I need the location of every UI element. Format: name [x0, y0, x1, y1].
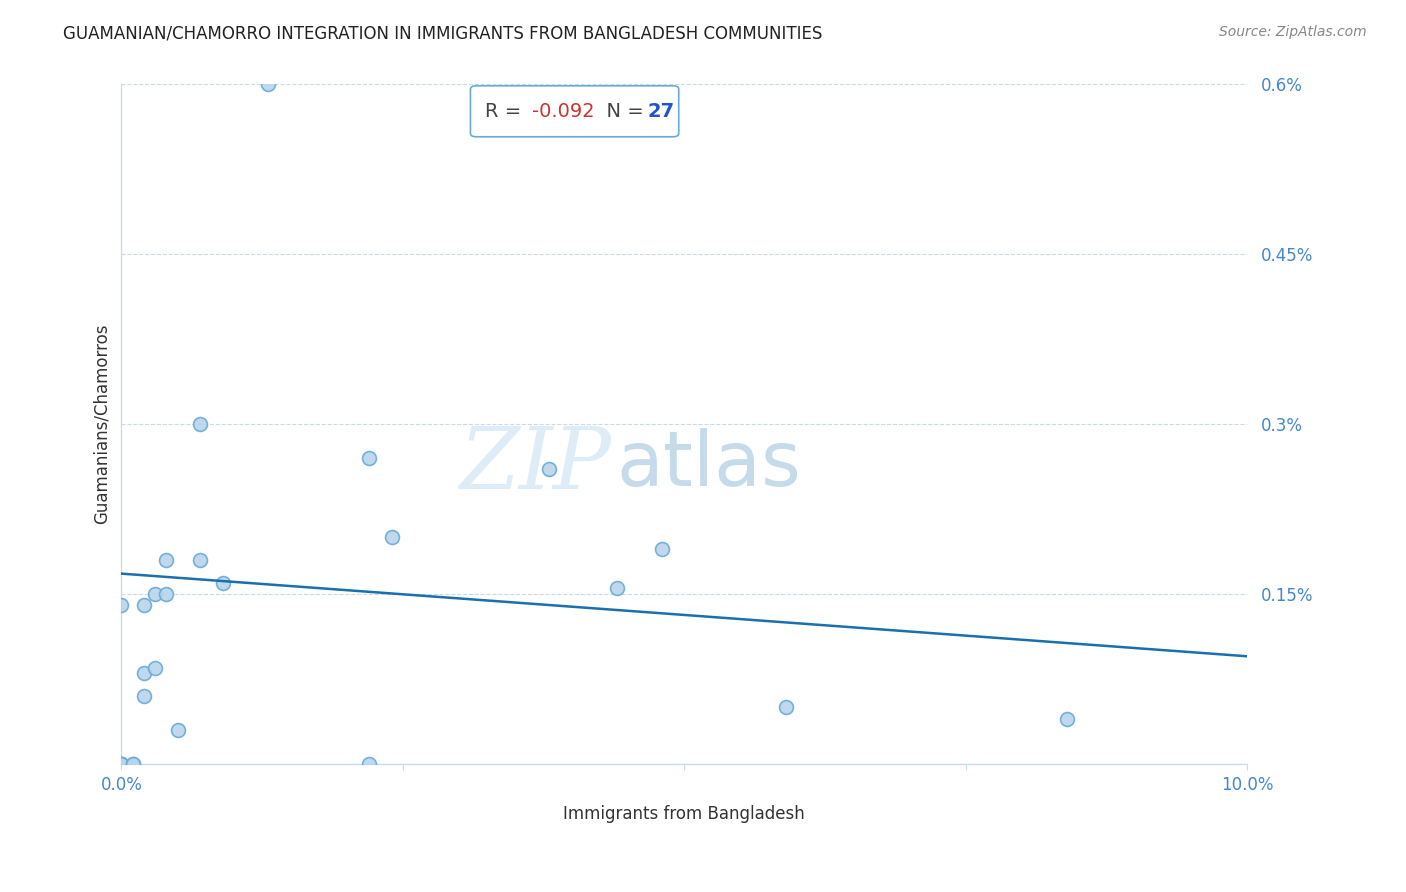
Point: [606, 582, 628, 596]
Text: atlas: atlas: [617, 428, 801, 502]
FancyBboxPatch shape: [471, 86, 679, 136]
Point: [188, 417, 211, 432]
Point: [132, 689, 155, 703]
Point: [775, 700, 797, 714]
Text: Source: ZipAtlas.com: Source: ZipAtlas.com: [1219, 25, 1367, 39]
Point: [155, 553, 177, 567]
Point: [143, 660, 166, 674]
Point: [110, 756, 132, 771]
Point: [538, 462, 561, 476]
Text: GUAMANIAN/CHAMORRO INTEGRATION IN IMMIGRANTS FROM BANGLADESH COMMUNITIES: GUAMANIAN/CHAMORRO INTEGRATION IN IMMIGR…: [63, 25, 823, 43]
X-axis label: Immigrants from Bangladesh: Immigrants from Bangladesh: [564, 805, 806, 823]
Point: [110, 756, 132, 771]
Text: -0.092: -0.092: [533, 102, 595, 120]
Point: [651, 541, 673, 556]
Point: [132, 599, 155, 613]
Y-axis label: Guamanians/Chamorros: Guamanians/Chamorros: [93, 324, 110, 524]
Text: ZIP: ZIP: [460, 424, 612, 507]
Point: [188, 553, 211, 567]
Point: [1056, 712, 1078, 726]
Point: [132, 666, 155, 681]
Text: N =: N =: [595, 102, 651, 120]
Point: [110, 599, 132, 613]
Point: [359, 451, 381, 466]
Text: 27: 27: [647, 102, 675, 120]
Point: [121, 756, 143, 771]
Point: [110, 756, 132, 771]
Point: [359, 756, 381, 771]
Point: [143, 587, 166, 601]
Point: [256, 78, 278, 92]
Point: [155, 587, 177, 601]
Text: R =: R =: [485, 102, 527, 120]
Point: [121, 756, 143, 771]
Point: [211, 575, 233, 590]
Point: [110, 756, 132, 771]
Point: [166, 723, 188, 737]
Point: [381, 530, 404, 544]
